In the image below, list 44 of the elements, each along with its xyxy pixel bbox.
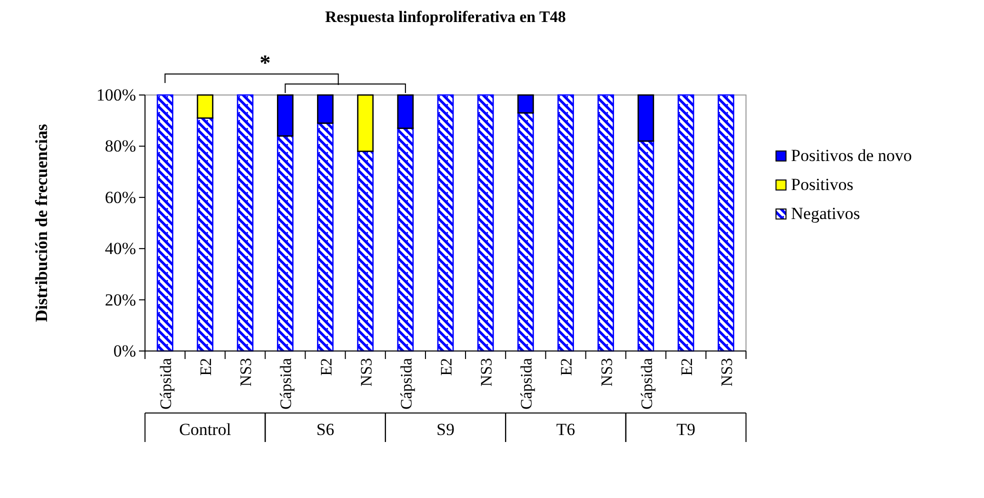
text: *: [260, 50, 271, 75]
legend-label: Positivos: [791, 175, 854, 194]
y-tick-label: 100%: [96, 85, 136, 104]
x-tick-label: Cápsida: [158, 358, 176, 410]
y-tick-label: 80%: [104, 136, 136, 156]
y-tick-label: 0%: [113, 341, 136, 360]
bar: [718, 94, 734, 352]
y-tick-label: 40%: [104, 239, 136, 258]
x-tick-label: E2: [198, 358, 216, 376]
y-axis-title: Distribución de frecuencias: [32, 124, 51, 322]
x-tick-label: NS3: [358, 358, 376, 386]
bar: [156, 94, 174, 352]
text: S9: [436, 420, 454, 439]
x-tick-label: E2: [678, 358, 696, 376]
x-tick-label: E2: [558, 358, 576, 376]
bar: [196, 117, 214, 352]
y-tick-label: 20%: [104, 290, 136, 310]
x-tick-label: Cápsida: [278, 358, 296, 410]
x-tick-label: NS3: [598, 358, 616, 386]
text: T9: [676, 420, 696, 439]
x-tick-label: Cápsida: [638, 358, 656, 410]
x-tick-label: NS3: [238, 358, 256, 386]
legend-label: Negativos: [791, 204, 860, 223]
bar: [477, 94, 494, 352]
bar: [357, 150, 374, 352]
bar: [437, 94, 454, 352]
x-tick-label: E2: [438, 358, 456, 376]
bar: [598, 94, 614, 352]
bar: [196, 94, 214, 119]
bar: [236, 94, 254, 352]
x-tick-label: E2: [318, 358, 336, 376]
x-tick-label: NS3: [478, 358, 496, 386]
legend-label: Positivos de novo: [791, 146, 912, 165]
bar: [357, 94, 374, 152]
bar: [678, 94, 694, 352]
bar: [557, 94, 574, 352]
x-tick-label: Cápsida: [518, 358, 536, 410]
x-tick-label: Cápsida: [398, 358, 416, 410]
text: T6: [556, 420, 576, 439]
y-tick-label: 60%: [104, 188, 136, 207]
chart-title: Respuesta linfoproliferativa en T48: [325, 9, 566, 26]
text: S6: [316, 420, 334, 439]
text: Control: [179, 420, 232, 439]
x-tick-label: NS3: [718, 358, 736, 386]
